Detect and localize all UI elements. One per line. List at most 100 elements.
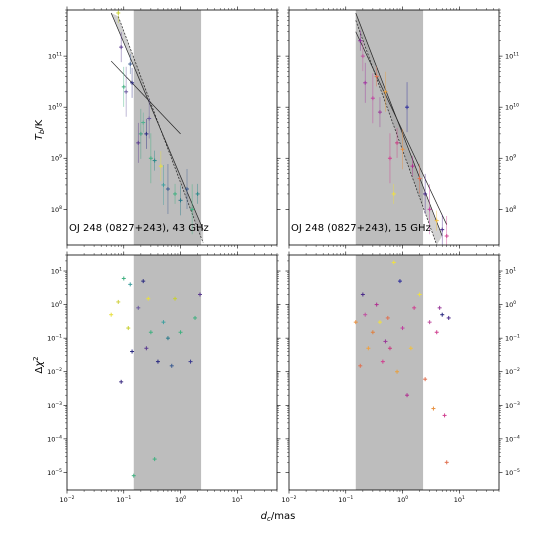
y-tick-label: 10−4 — [47, 434, 62, 443]
data-point — [188, 359, 193, 364]
y-tick-label: 100 — [51, 300, 62, 309]
x-tick-label: 101 — [454, 495, 465, 504]
y-tick-label: 10−1 — [47, 334, 62, 343]
y-tick-label: 108 — [505, 205, 516, 214]
data-point — [146, 296, 151, 301]
fit-line — [355, 31, 448, 225]
data-point — [377, 320, 382, 325]
x-tick-label: 10−1 — [338, 495, 353, 504]
fit-line — [110, 12, 204, 230]
data-point — [131, 473, 136, 478]
fit-line — [117, 16, 204, 244]
data-point — [417, 163, 422, 194]
data-point — [148, 330, 153, 335]
data-point — [387, 133, 392, 184]
data-point — [370, 330, 375, 335]
data-point — [405, 393, 410, 398]
data-point — [400, 129, 405, 170]
data-point — [377, 97, 382, 128]
y-axis-label-top: Tb/K — [34, 119, 46, 140]
data-point — [434, 330, 439, 335]
data-point — [155, 359, 160, 364]
y-axis-label-bottom: Δχ2 — [32, 356, 45, 373]
data-point — [385, 315, 390, 320]
data-point — [427, 320, 432, 325]
data-point — [431, 406, 436, 411]
data-point — [412, 305, 417, 310]
fit-line — [355, 12, 443, 237]
data-point — [197, 292, 202, 297]
y-tick-label: 10−2 — [505, 367, 520, 376]
panel-bottom-right: 10−2 10−1 100 101 10−5 10−4 10−3 10−2 10−1 100 101 — [282, 251, 520, 504]
data-point — [116, 299, 121, 304]
data-point — [128, 54, 133, 75]
data-point — [374, 66, 379, 87]
data-point — [147, 98, 152, 139]
x-tick-label: 100 — [397, 495, 408, 504]
data-point — [144, 118, 149, 149]
data-point — [444, 460, 449, 465]
data-point — [119, 32, 124, 63]
data-point — [121, 276, 126, 281]
data-point — [397, 279, 402, 284]
data-point — [370, 73, 375, 124]
y-tick-label: 10−3 — [505, 401, 520, 410]
y-tick-label: 10−2 — [47, 367, 62, 376]
y-tick-label: 109 — [505, 154, 516, 163]
data-point — [353, 320, 358, 325]
data-point — [374, 302, 379, 307]
data-point — [434, 210, 439, 231]
data-point — [165, 336, 170, 341]
data-point — [360, 292, 365, 297]
data-point — [148, 133, 153, 184]
y-tick-label: 101 — [505, 267, 516, 276]
data-point — [417, 292, 422, 297]
fit-line — [355, 20, 438, 245]
data-point — [173, 183, 178, 204]
data-point — [358, 30, 363, 51]
data-point — [408, 346, 413, 351]
data-point — [358, 363, 363, 368]
data-point — [437, 305, 442, 310]
fit-confidence-band — [355, 12, 443, 245]
panel-annotation: OJ 248 (0827+243), 43 GHz — [69, 223, 209, 234]
data-point — [360, 41, 365, 72]
data-point — [387, 346, 392, 351]
panel-annotation: OJ 248 (0827+243), 15 GHz — [291, 223, 431, 234]
data-point — [116, 10, 121, 23]
data-point — [109, 312, 114, 317]
data-point — [383, 71, 388, 112]
x-axis-label: dc/mas — [261, 511, 296, 523]
axes-frame — [66, 254, 278, 491]
data-point — [395, 127, 400, 158]
panel-bottom-left: 10−2 10−1 100 101 10−5 10−4 10−3 10−2 10−1 100 101 — [47, 251, 281, 504]
data-point — [178, 185, 183, 216]
data-point — [444, 216, 449, 245]
data-point — [152, 457, 157, 462]
data-point — [427, 184, 432, 235]
data-point — [126, 326, 131, 331]
data-point — [423, 377, 428, 382]
data-point — [410, 156, 415, 177]
x-tick-label: 101 — [232, 495, 243, 504]
data-point — [130, 349, 135, 354]
shaded-region — [355, 10, 424, 245]
data-point — [423, 173, 428, 214]
shaded-region — [355, 255, 424, 490]
data-point — [130, 67, 135, 98]
y-tick-label: 1011 — [48, 52, 62, 61]
data-point — [128, 282, 133, 287]
x-tick-label: 10−1 — [116, 495, 131, 504]
data-point — [136, 122, 141, 163]
data-point — [121, 66, 126, 107]
panel-top-right: 108 109 1010 1011 OJ 248 (0827+243), 15 GHz — [285, 6, 519, 249]
data-point — [136, 305, 141, 310]
data-point — [158, 151, 163, 182]
data-point — [195, 183, 200, 204]
y-tick-label: 108 — [51, 205, 62, 214]
y-tick-label: 10−3 — [47, 401, 62, 410]
data-point — [442, 413, 447, 418]
data-point — [124, 66, 129, 117]
data-point — [405, 82, 410, 133]
